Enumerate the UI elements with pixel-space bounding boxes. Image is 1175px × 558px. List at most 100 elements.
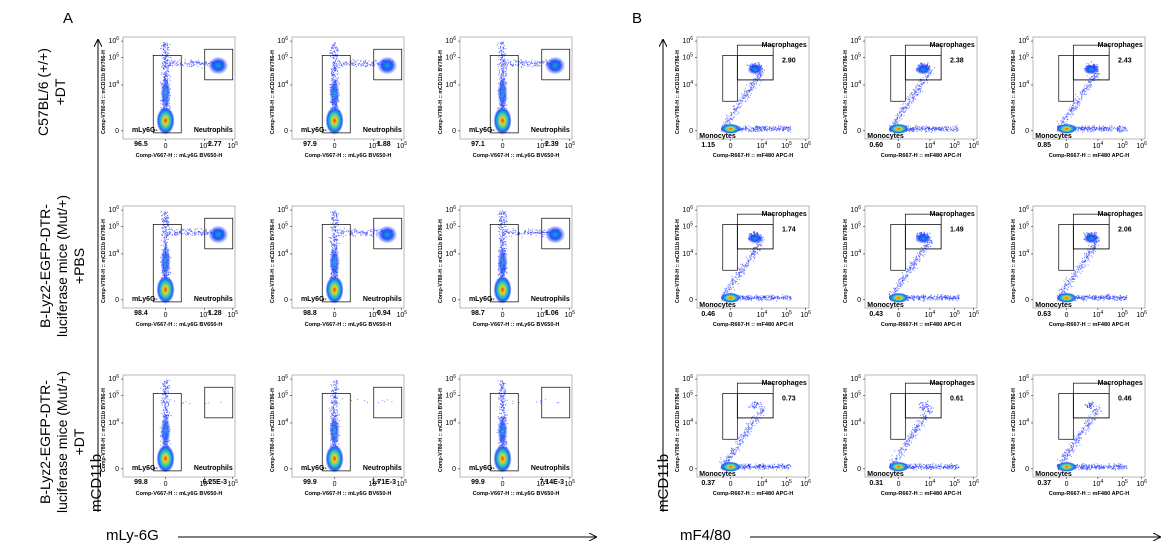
event-dot bbox=[331, 51, 333, 53]
event-dot bbox=[168, 412, 170, 414]
event-dot bbox=[165, 44, 167, 46]
event-dot bbox=[502, 64, 504, 66]
event-dot bbox=[161, 239, 163, 241]
event-dot bbox=[164, 65, 166, 67]
event-dot bbox=[350, 63, 352, 65]
event-dot bbox=[174, 60, 176, 62]
event-dot bbox=[531, 230, 533, 232]
event-dot bbox=[164, 389, 166, 391]
event-dot bbox=[170, 232, 172, 234]
density-core bbox=[325, 275, 344, 304]
event-dot bbox=[338, 60, 340, 62]
event-dot bbox=[496, 63, 499, 65]
event-dot bbox=[499, 239, 501, 242]
event-dot bbox=[501, 70, 504, 72]
event-dot bbox=[162, 400, 164, 402]
event-dot bbox=[189, 64, 191, 66]
event-dot bbox=[163, 49, 166, 52]
event-dot bbox=[331, 228, 333, 230]
event-dot bbox=[503, 41, 505, 43]
event-dot bbox=[197, 233, 199, 235]
event-dot bbox=[166, 56, 168, 58]
event-dot bbox=[203, 63, 205, 65]
event-dot bbox=[179, 62, 182, 65]
event-dot bbox=[342, 232, 344, 234]
event-dot bbox=[164, 385, 166, 387]
event-dot bbox=[499, 71, 501, 73]
tick-label: 105 bbox=[108, 221, 119, 230]
event-dot bbox=[178, 59, 180, 61]
event-dot bbox=[537, 231, 539, 233]
event-dot bbox=[336, 61, 339, 63]
event-dot bbox=[168, 49, 170, 51]
event-dot bbox=[171, 235, 173, 237]
event-dot bbox=[499, 45, 501, 48]
event-dot bbox=[162, 51, 164, 53]
event-dot bbox=[338, 242, 340, 244]
event-dot bbox=[347, 231, 349, 233]
event-dot bbox=[333, 73, 335, 75]
event-dot bbox=[165, 212, 167, 215]
event-dot bbox=[502, 229, 504, 231]
event-dot bbox=[167, 56, 169, 58]
tick-label: 105 bbox=[277, 221, 288, 230]
event-dot bbox=[179, 231, 181, 234]
event-dot bbox=[161, 66, 163, 68]
event-dot bbox=[165, 55, 167, 57]
gate-label-neutrophils: Neutrophils bbox=[194, 127, 233, 134]
tick-label: 0 bbox=[164, 481, 168, 488]
flow-plot-a-3-2: Comp-V780-H :: mCD11b BV786-HComp-V667-H… bbox=[270, 374, 407, 497]
event-dot bbox=[536, 62, 538, 64]
event-dot bbox=[162, 44, 165, 46]
event-dot bbox=[346, 63, 348, 65]
event-dot bbox=[190, 60, 192, 63]
event-dot bbox=[337, 67, 339, 69]
event-dot bbox=[374, 59, 376, 61]
event-dot bbox=[366, 62, 368, 65]
event-dot bbox=[377, 228, 379, 230]
event-dot bbox=[163, 222, 165, 224]
event-dot bbox=[500, 51, 502, 53]
tick-label: 106 bbox=[108, 374, 119, 383]
event-dot bbox=[504, 65, 506, 67]
event-dot bbox=[201, 232, 203, 234]
event-dot bbox=[161, 412, 163, 415]
event-dot bbox=[165, 70, 167, 72]
event-dot bbox=[347, 62, 349, 64]
event-dot bbox=[332, 235, 334, 237]
event-dot bbox=[167, 385, 169, 387]
tick-label: 105 bbox=[564, 310, 575, 319]
event-dot bbox=[334, 47, 337, 49]
event-dot bbox=[529, 230, 531, 232]
event-dot bbox=[360, 65, 362, 67]
event-dot bbox=[333, 413, 335, 415]
event-dot bbox=[344, 64, 346, 66]
event-dot bbox=[498, 230, 500, 233]
event-dot bbox=[342, 229, 344, 231]
event-dot bbox=[354, 231, 356, 234]
event-dot bbox=[187, 65, 189, 67]
event-dot bbox=[503, 213, 505, 215]
event-dot bbox=[331, 214, 333, 216]
tick-label: 105 bbox=[564, 141, 575, 150]
event-dot bbox=[165, 66, 167, 68]
x-axis-title: Comp-V667-H :: mLy6G BV650-H bbox=[305, 322, 392, 328]
event-dot bbox=[528, 228, 530, 230]
event-dot bbox=[168, 227, 171, 229]
event-dot bbox=[500, 226, 502, 228]
event-dot bbox=[165, 396, 167, 398]
event-dot bbox=[165, 74, 167, 77]
tick-label: 105 bbox=[277, 52, 288, 61]
event-dot bbox=[502, 63, 504, 65]
plot-frame bbox=[122, 36, 236, 140]
event-dot bbox=[375, 230, 377, 232]
event-dot bbox=[161, 72, 163, 74]
event-dot bbox=[331, 71, 333, 73]
x-axis-title: Comp-V667-H :: mLy6G BV650-H bbox=[473, 153, 560, 159]
event-dot bbox=[169, 75, 171, 78]
event-dot bbox=[533, 62, 535, 65]
event-dot bbox=[190, 62, 193, 64]
y-axis-title: Comp-V780-H :: mCD11b BV786-H bbox=[270, 219, 276, 303]
event-dot bbox=[185, 231, 187, 233]
event-dot bbox=[197, 65, 199, 67]
